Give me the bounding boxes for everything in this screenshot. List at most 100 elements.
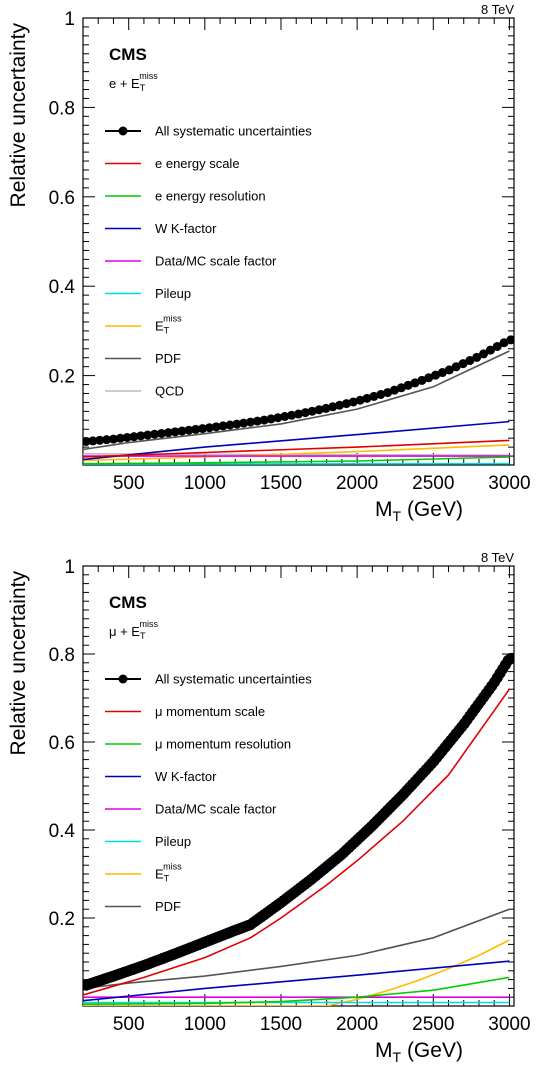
legend-label: Data/MC scale factor: [155, 802, 277, 817]
series-all-systematic-uncertainties-marker: [328, 402, 338, 412]
legend-item: W K-factor: [105, 769, 217, 784]
series-all-systematic-uncertainties-marker: [383, 388, 393, 398]
legend-item: e energy scale: [105, 156, 240, 171]
energy-label: 8 TeV: [481, 2, 514, 17]
series-all-systematic-uncertainties-marker: [294, 409, 303, 419]
legend-item: QCD: [105, 384, 184, 399]
legend-label: PDF: [155, 351, 181, 366]
series-all-systematic-uncertainties-marker: [170, 427, 180, 437]
series-all-systematic-uncertainties-marker: [225, 420, 235, 430]
series-all-systematic-uncertainties-marker: [314, 405, 324, 415]
series-w-k-factor: [83, 960, 510, 1002]
legend-label: W K-factor: [155, 221, 217, 236]
x-axis-label-sub: T: [393, 1049, 402, 1065]
x-tick-label: 1500: [260, 473, 302, 494]
legend-item: e energy resolution: [105, 189, 266, 204]
legend-label: e energy scale: [155, 156, 240, 171]
series-all-systematic-uncertainties-marker: [136, 431, 146, 441]
legend-label: e energy resolution: [155, 189, 266, 204]
series-all-systematic-uncertainties-marker: [273, 413, 283, 423]
series-all-systematic-uncertainties-marker: [177, 426, 187, 436]
legend-label: μ momentum resolution: [155, 737, 291, 752]
series-all-systematic-uncertainties-marker: [115, 433, 125, 443]
legend-item: μ momentum scale: [105, 704, 265, 719]
axis-ticks: [82, 17, 514, 466]
legend-item: Pileup: [105, 834, 191, 849]
legend-marker: [118, 126, 128, 136]
series-all-systematic-uncertainties-marker: [191, 424, 201, 434]
legend-label: All systematic uncertainties: [155, 672, 312, 687]
legend: All systematic uncertainties e energy sca…: [105, 124, 312, 399]
x-tick-label: 500: [113, 1014, 145, 1035]
axis-ticks: [82, 565, 514, 1007]
legend-item: All systematic uncertainties: [105, 672, 312, 687]
legend-item: Pileup: [105, 286, 191, 301]
series-all-systematic-uncertainties-marker: [280, 412, 290, 422]
series-all-systematic-uncertainties-marker: [108, 434, 118, 444]
series-all-systematic-uncertainties-marker: [508, 652, 514, 664]
legend-item: ETmiss: [105, 314, 182, 336]
legend-item: Data/MC scale factor: [105, 254, 277, 269]
y-tick-label: 0.8: [49, 98, 75, 119]
series-pdf: [83, 350, 510, 451]
series-e-energy-scale: [83, 439, 510, 458]
channel-lead: e + E: [109, 76, 140, 91]
channel-label: e + ETmiss: [109, 71, 158, 93]
series-all-systematic-uncertainties-marker: [129, 432, 139, 442]
x-axis-label-tail: (GeV): [401, 1039, 463, 1062]
series-all-systematic-uncertainties-marker: [506, 335, 514, 345]
channel-sub: T: [140, 83, 146, 93]
x-tick-label: 1000: [184, 1014, 226, 1035]
series-all-systematic-uncertainties-marker: [431, 370, 441, 380]
x-tick-label: 1000: [184, 473, 226, 494]
channel-lead: μ + E: [109, 624, 140, 639]
energy-label: 8 TeV: [481, 550, 514, 565]
legend-label: All systematic uncertainties: [155, 124, 312, 139]
legend-item: PDF: [105, 899, 181, 914]
series-all-systematic-uncertainties-marker: [211, 422, 221, 432]
x-tick-label: 1500: [260, 1014, 302, 1035]
series-all-systematic-uncertainties-marker: [458, 359, 468, 369]
series-all-systematic-uncertainties-marker: [198, 424, 208, 434]
legend-label: Pileup: [155, 834, 191, 849]
x-axis-label-main: M: [375, 1039, 393, 1062]
y-tick-label: 0.6: [49, 733, 75, 754]
x-tick-label: 2000: [336, 1014, 378, 1035]
y-axis-label: Relative uncertainty: [7, 571, 30, 756]
series-all-systematic-uncertainties-marker: [355, 395, 365, 405]
series-all-systematic-uncertainties-marker: [184, 425, 194, 435]
series--momentum-resolution: [83, 976, 510, 1005]
series-all-systematic-uncertainties-marker: [389, 385, 399, 395]
series-all-systematic-uncertainties-marker: [465, 356, 475, 366]
series-all-systematic-uncertainties-marker: [252, 416, 262, 426]
series-all-systematic-uncertainties-marker: [396, 383, 406, 393]
series-all-systematic-uncertainties-marker: [485, 345, 495, 355]
series-all-systematic-uncertainties-marker: [479, 349, 489, 359]
legend-label: ETmiss: [155, 862, 182, 884]
x-axis-label-tail: (GeV): [401, 498, 463, 521]
series-all-systematic-uncertainties-marker: [156, 428, 166, 438]
y-axis-label: Relative uncertainty: [7, 23, 30, 208]
series-all-systematic-uncertainties-marker: [122, 432, 132, 442]
y-tick-label: 0.2: [49, 909, 75, 930]
series-e-energy-resolution: [83, 456, 510, 465]
y-tick-label: 0.6: [49, 188, 75, 209]
legend-label: W K-factor: [155, 769, 217, 784]
y-tick-label: 0.2: [49, 367, 75, 388]
series-all-systematic-uncertainties-marker: [403, 380, 413, 390]
channel-sub: T: [140, 631, 146, 641]
plot-frame: [82, 565, 515, 1007]
legend-label-sub: T: [164, 874, 170, 884]
series-all-systematic-uncertainties-marker: [451, 362, 461, 372]
y-tick-label: 1: [64, 557, 75, 578]
x-axis-label: MT (GeV): [375, 1039, 463, 1065]
legend-label-main: E: [155, 867, 164, 882]
cms-label: CMS: [109, 593, 147, 612]
series-group: [83, 652, 514, 1006]
series-all-systematic-uncertainties-marker: [410, 378, 420, 388]
x-tick-label: 500: [113, 473, 145, 494]
series-all-systematic-uncertainties-marker: [307, 406, 317, 416]
legend-label-main: E: [155, 319, 164, 334]
series-all-systematic-uncertainties-marker: [437, 368, 447, 378]
